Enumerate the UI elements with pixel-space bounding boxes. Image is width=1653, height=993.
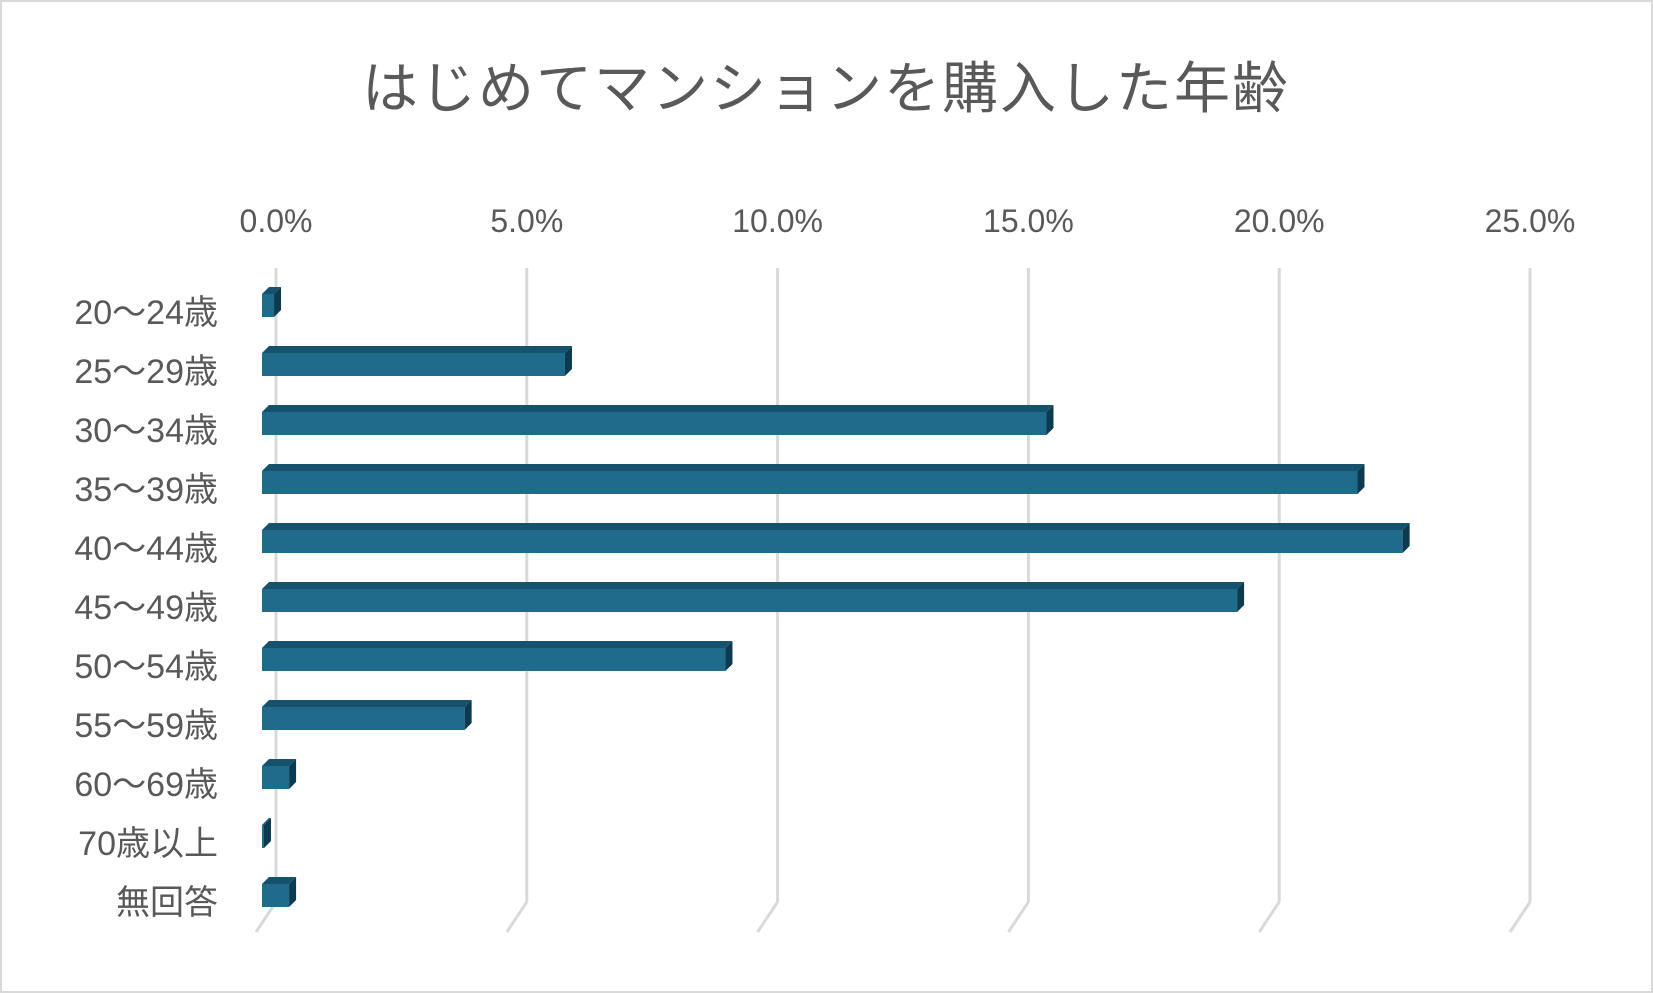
category-label: 30～34歳 (74, 412, 218, 450)
bar-side (1237, 582, 1245, 612)
category-label: 50～54歳 (74, 648, 218, 686)
category-labels: 20～24歳 25～29歳 30～34歳 35～39歳 40～44歳 45～49歳 50～5… (74, 294, 218, 922)
bar (262, 346, 572, 376)
category-label: 55～59歳 (74, 707, 218, 745)
x-axis-ticks: 0.0% 5.0% 10.0% 15.0% 20.0% 25.0% (240, 203, 1576, 239)
gridline-floor (1007, 901, 1030, 933)
bar-front (262, 707, 465, 730)
gridline-floor (756, 901, 779, 933)
bar-front (262, 294, 275, 317)
bar-front (262, 353, 565, 376)
bar-top (262, 287, 282, 294)
bar-side (1046, 405, 1054, 435)
category-label: 40～44歳 (74, 530, 218, 568)
bar-side (289, 877, 297, 907)
bar (262, 287, 282, 317)
bar-side (274, 287, 282, 317)
bar (262, 759, 297, 789)
bar-top (262, 523, 1410, 530)
bar (262, 523, 1410, 553)
category-label: 無回答 (116, 884, 218, 922)
category-label: 45～49歳 (74, 589, 218, 627)
category-label: 20～24歳 (74, 294, 218, 332)
category-label: 60～69歳 (74, 766, 218, 804)
bar (262, 405, 1054, 435)
gridline-floor (1257, 901, 1281, 933)
bar-side (725, 641, 733, 671)
x-tick-label: 25.0% (1485, 203, 1576, 239)
bar-top (262, 700, 472, 707)
bar-side (1402, 523, 1410, 553)
bar-front (262, 412, 1047, 435)
bar-top (262, 582, 1245, 589)
bar-top (262, 464, 1365, 471)
gridline-floor (505, 901, 529, 933)
bar-front (262, 766, 290, 789)
bar-side (464, 700, 472, 730)
bar (262, 464, 1365, 494)
bar (262, 818, 271, 848)
bar-front (262, 589, 1238, 612)
bar (262, 641, 733, 671)
bar-side (1357, 464, 1365, 494)
bar (262, 582, 1245, 612)
bar-front (262, 884, 290, 907)
bar (262, 700, 472, 730)
bar-front (262, 825, 264, 848)
x-tick-label: 0.0% (240, 203, 313, 239)
category-label: 70歳以上 (78, 825, 218, 863)
bar-top (262, 759, 297, 766)
bar-front (262, 471, 1358, 494)
bars (262, 287, 1410, 907)
bar-top (262, 818, 271, 825)
category-label: 35～39歳 (74, 471, 218, 509)
bar-top (262, 641, 733, 648)
category-label: 25～29歳 (74, 353, 218, 391)
bar-front (262, 530, 1403, 553)
gridline-floor (1508, 901, 1532, 933)
x-tick-label: 5.0% (490, 203, 563, 239)
x-tick-label: 10.0% (732, 203, 823, 239)
x-tick-label: 15.0% (983, 203, 1074, 239)
bar-top (262, 877, 297, 884)
bar-top (262, 405, 1054, 412)
chart-title: はじめてマンションを購入した年齢 (362, 57, 1290, 122)
bar (262, 877, 297, 907)
bar-side (564, 346, 572, 376)
x-tick-label: 20.0% (1234, 203, 1325, 239)
bar-side (264, 818, 271, 848)
bar-front (262, 648, 726, 671)
bar-top (262, 346, 572, 353)
bar-side (289, 759, 297, 789)
